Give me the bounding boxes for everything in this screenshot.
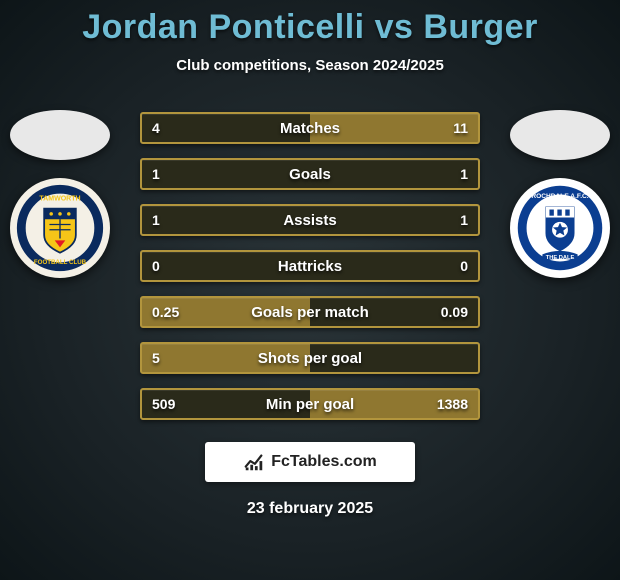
stat-left-value: 4 (152, 120, 160, 136)
right-player-block: ROCHDALE A.F.C. THE DALE (510, 110, 610, 278)
stat-label: Hattricks (278, 258, 342, 275)
svg-text:TAMWORTH: TAMWORTH (39, 196, 80, 203)
date: 23 february 2025 (247, 500, 373, 518)
stat-label: Matches (280, 120, 340, 137)
stat-left-value: 5 (152, 350, 160, 366)
left-club-crest: TAMWORTH FOOTBALL CLUB (10, 178, 110, 278)
stat-right-value: 11 (453, 120, 468, 136)
svg-text:THE DALE: THE DALE (546, 255, 575, 261)
right-club-crest: ROCHDALE A.F.C. THE DALE (510, 178, 610, 278)
page-title: Jordan Ponticelli vs Burger (82, 8, 538, 47)
stats-table: 4Matches111Goals11Assists10Hattricks00.2… (140, 112, 480, 420)
stat-right-value: 0 (460, 258, 468, 274)
rochdale-crest-icon: ROCHDALE A.F.C. THE DALE (516, 184, 604, 272)
stat-row: 1 Assists 1 (140, 204, 480, 236)
stat-left-value: 0.25 (152, 304, 179, 320)
stat-label: Goals (289, 166, 331, 183)
stat-label: Assists (283, 212, 336, 229)
stat-right-value: 0.09 (441, 304, 468, 320)
subtitle: Club competitions, Season 2024/2025 (176, 57, 444, 74)
stat-right-value: 1 (460, 166, 468, 182)
stat-row: 1 Goals 1 (140, 158, 480, 190)
svg-text:FOOTBALL CLUB: FOOTBALL CLUB (34, 259, 87, 266)
chart-icon (243, 451, 265, 473)
left-avatar-placeholder (10, 110, 110, 160)
stat-left-value: 1 (152, 166, 160, 182)
stat-row: 5 Shots per goal (140, 342, 480, 374)
left-player-block: TAMWORTH FOOTBALL CLUB (10, 110, 110, 278)
tamworth-crest-icon: TAMWORTH FOOTBALL CLUB (16, 184, 104, 272)
watermark-text: FcTables.com (271, 453, 377, 471)
stat-left-value: 1 (152, 212, 160, 228)
stat-label: Min per goal (266, 396, 354, 413)
stat-label: Goals per match (251, 304, 369, 321)
svg-text:ROCHDALE A.F.C.: ROCHDALE A.F.C. (531, 193, 588, 200)
stat-row: 0 Hattricks 0 (140, 250, 480, 282)
stat-label: Shots per goal (258, 350, 362, 367)
stat-right-value: 1388 (437, 396, 468, 412)
stat-row: 0.25 Goals per match 0.09 (140, 296, 480, 328)
stat-left-value: 509 (152, 396, 175, 412)
stat-row: 4 Matches 11 (140, 112, 480, 144)
stat-left-value: 0 (152, 258, 160, 274)
stat-right-value: 1 (460, 212, 468, 228)
right-avatar-placeholder (510, 110, 610, 160)
watermark: FcTables.com (205, 442, 415, 482)
stat-row: 509 Min per goal 1388 (140, 388, 480, 420)
